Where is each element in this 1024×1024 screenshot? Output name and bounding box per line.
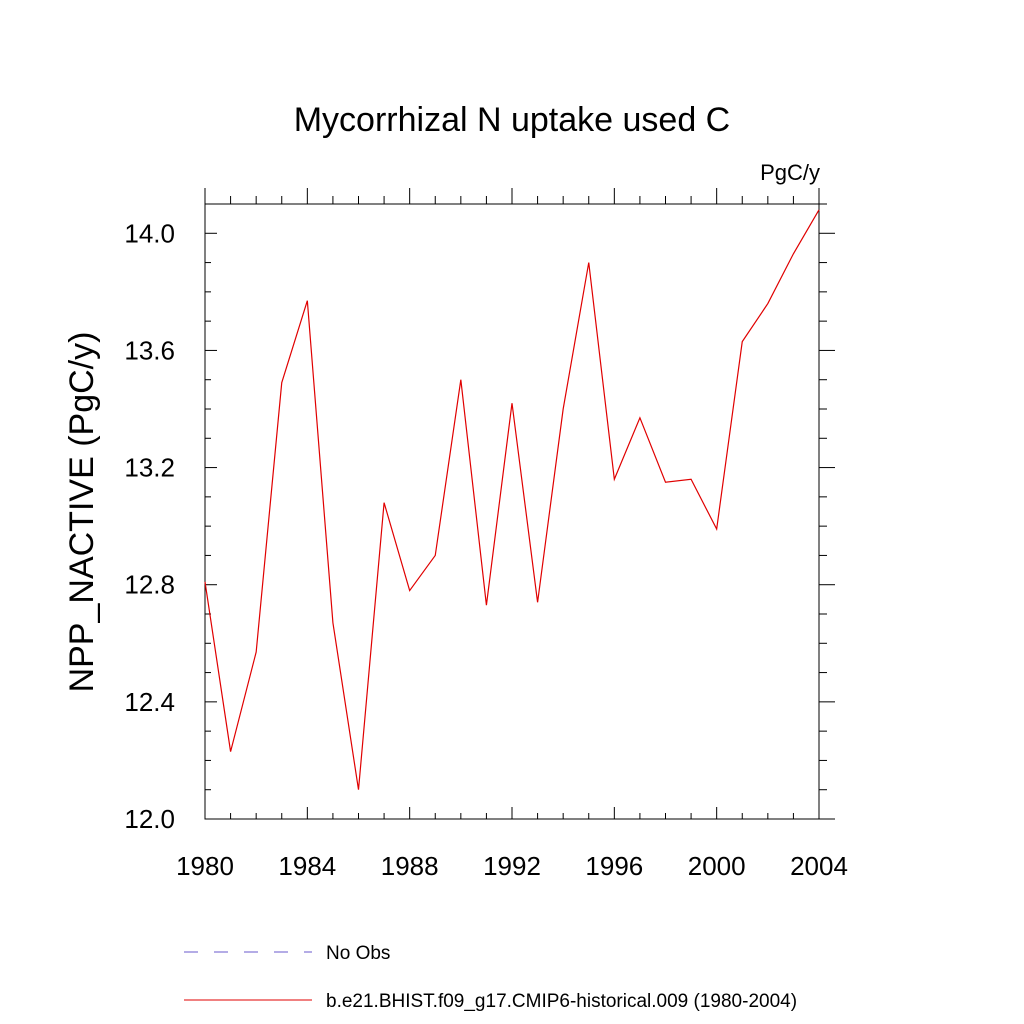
legend-label-1: b.e21.BHIST.f09_g17.CMIP6-historical.009…	[326, 991, 797, 1012]
plot-frame	[204, 203, 820, 820]
x-tick-label: 1996	[585, 851, 643, 881]
axis-ticks	[204, 188, 835, 820]
y-axis-label: NPP_NACTIVE (PgC/y)	[63, 332, 101, 693]
y-tick-label: 12.4	[124, 687, 175, 717]
series-line-0	[204, 209, 820, 790]
y-tick-label: 13.2	[124, 453, 175, 483]
x-tick-label: 1984	[278, 851, 336, 881]
x-tick-label: 1992	[483, 851, 541, 881]
y-tick-label: 12.0	[124, 804, 175, 834]
chart-title: Mycorrhizal N uptake used C	[294, 101, 731, 139]
x-tick-label: 1980	[176, 851, 234, 881]
legend-label-0: No Obs	[326, 943, 390, 964]
series-layer	[204, 209, 820, 790]
legend: No Obs b.e21.BHIST.f09_g17.CMIP6-historic…	[184, 943, 797, 1012]
axis-tick-labels: 1980 1984 1988 1992 1996 2000 2004 12.0 12.4 12.8…	[124, 218, 848, 881]
units-label: PgC/y	[760, 160, 820, 185]
y-tick-label: 14.0	[124, 218, 175, 248]
x-tick-label: 1988	[381, 851, 439, 881]
x-tick-label: 2000	[688, 851, 746, 881]
x-tick-label: 2004	[790, 851, 848, 881]
y-tick-label: 13.6	[124, 335, 175, 365]
y-tick-label: 12.8	[124, 570, 175, 600]
